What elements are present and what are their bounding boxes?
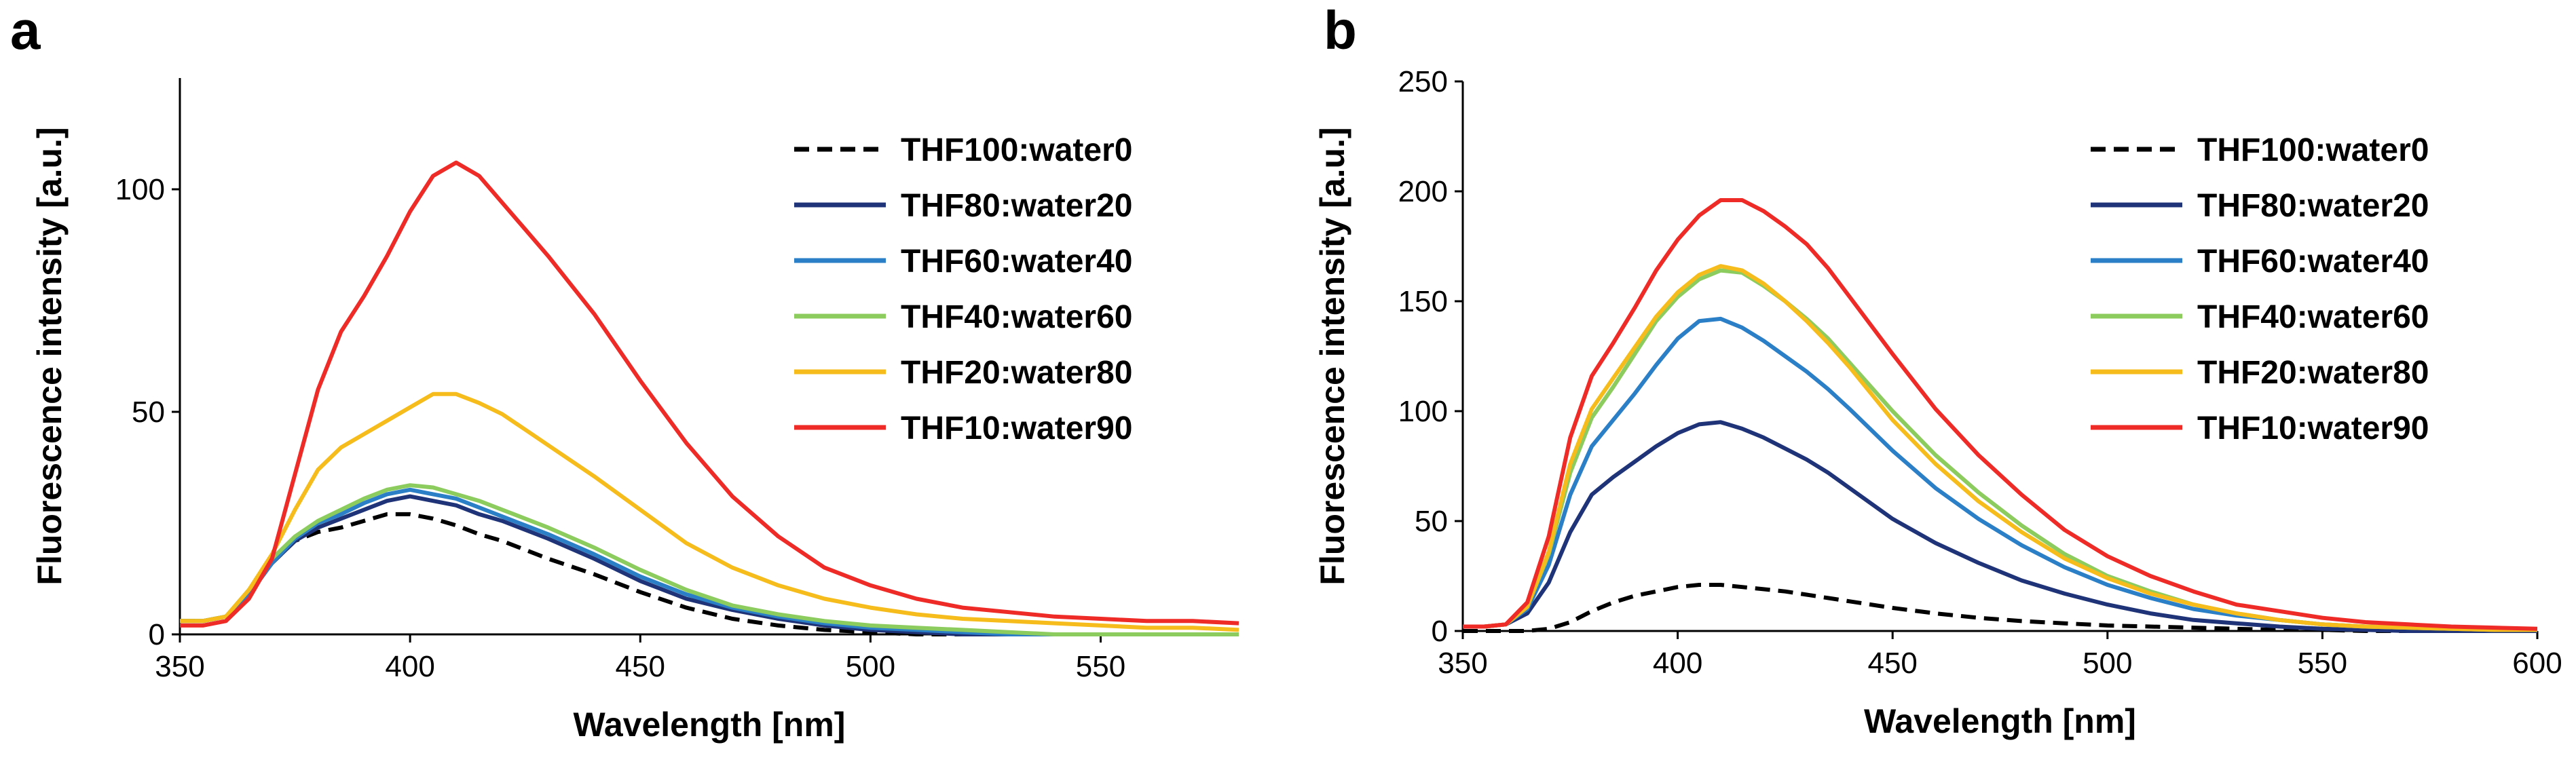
legend-label-a-2: THF60:water40 — [901, 244, 1132, 280]
legend-label-b-3: THF40:water60 — [2197, 299, 2429, 335]
series-line-b-4 — [1463, 264, 2537, 632]
y-tick-label-b: 200 — [1398, 175, 1448, 208]
y-tick-label-b: 100 — [1398, 395, 1448, 428]
series-line-a-5 — [180, 160, 1239, 628]
legend-label-a-4: THF20:water80 — [901, 355, 1132, 391]
x-tick-label-b: 600 — [2512, 647, 2562, 680]
legend-label-a-0: THF100:water0 — [901, 132, 1132, 168]
legend-label-b-2: THF60:water40 — [2197, 244, 2429, 280]
x-axis-title-a: Wavelength [nm] — [574, 706, 846, 744]
y-axis-title-b: Fluorescence intensity [a.u.] — [1313, 127, 1351, 585]
x-tick-label-b: 450 — [1867, 647, 1917, 680]
x-axis-title-b: Wavelength [nm] — [1864, 702, 2136, 740]
x-tick-label-b: 550 — [2298, 647, 2347, 680]
y-tick-label-a: 100 — [115, 173, 165, 206]
legend-label-a-3: THF40:water60 — [901, 299, 1132, 335]
series-line-b-0 — [1463, 583, 2537, 633]
legend-label-a-5: THF10:water90 — [901, 410, 1132, 446]
legend-label-a-1: THF80:water20 — [901, 188, 1132, 224]
legend-label-b-0: THF100:water0 — [2197, 132, 2429, 168]
x-tick-label-a: 500 — [846, 650, 895, 683]
panel-label-a: a — [10, 0, 41, 60]
y-axis-title-a: Fluorescence intensity [a.u.] — [31, 127, 69, 585]
series-line-b-1 — [1463, 420, 2537, 633]
series-line-b-5 — [1463, 198, 2538, 631]
x-tick-label-a: 550 — [1076, 650, 1125, 683]
legend-label-b-5: THF10:water90 — [2197, 410, 2429, 446]
series-line-a-3 — [180, 483, 1239, 636]
y-tick-label-a: 50 — [132, 396, 165, 429]
x-tick-label-a: 450 — [616, 650, 665, 683]
x-tick-label-a: 400 — [385, 650, 434, 683]
y-tick-label-b: 250 — [1398, 65, 1448, 98]
x-tick-label-b: 350 — [1438, 647, 1487, 680]
legend-label-b-1: THF80:water20 — [2197, 188, 2429, 224]
panel-label-b: b — [1324, 0, 1357, 60]
series-line-a-4 — [180, 391, 1239, 632]
y-tick-label-b: 0 — [1432, 615, 1448, 648]
y-tick-label-b: 50 — [1415, 505, 1448, 538]
legend-label-b-4: THF20:water80 — [2197, 355, 2429, 391]
x-tick-label-a: 350 — [155, 650, 204, 683]
y-tick-label-a: 0 — [149, 618, 165, 651]
x-tick-label-b: 500 — [2083, 647, 2132, 680]
y-tick-label-b: 150 — [1398, 285, 1448, 318]
x-tick-label-b: 400 — [1653, 647, 1702, 680]
